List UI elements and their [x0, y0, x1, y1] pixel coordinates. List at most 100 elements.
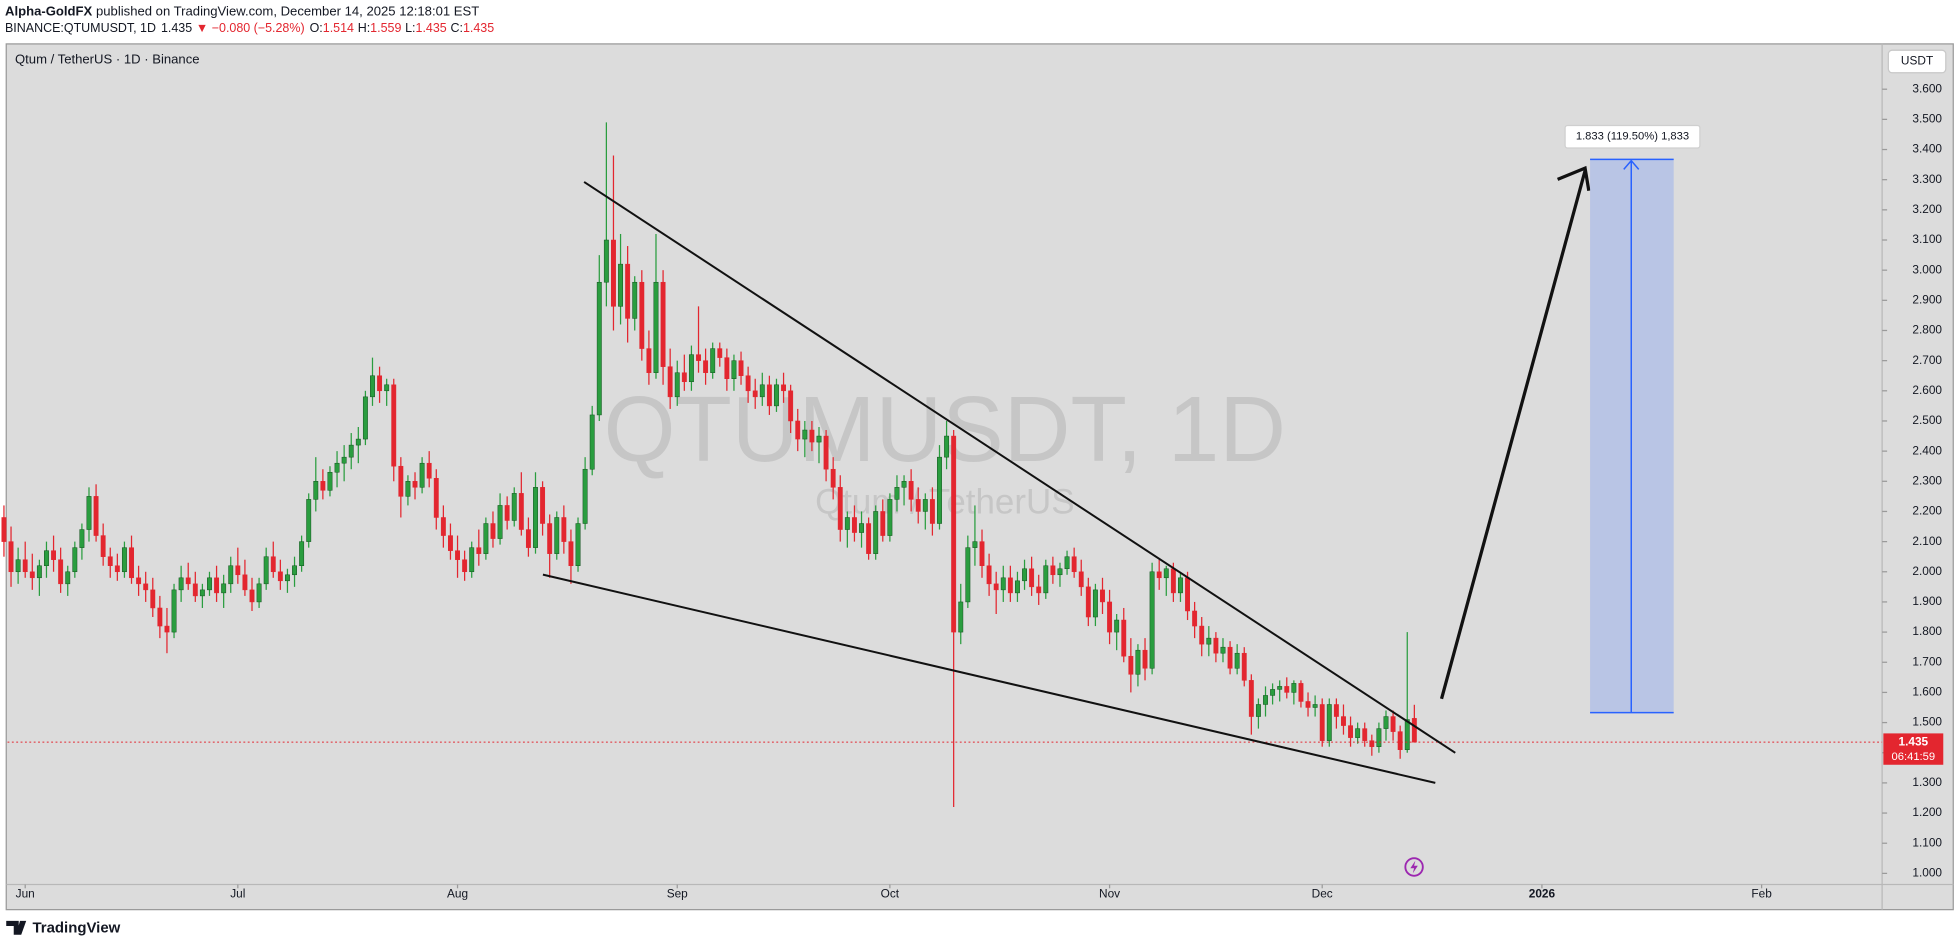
candle-body [873, 511, 879, 554]
candle-body [185, 577, 191, 585]
candle-body [143, 583, 149, 591]
candle-body [129, 547, 134, 579]
candle-body [178, 577, 184, 591]
candle-body [1333, 704, 1339, 717]
y-tick-label: 2.800 [1912, 323, 1942, 337]
candle-body [355, 438, 361, 446]
candle-body [65, 571, 71, 585]
candle-body [525, 529, 531, 548]
candle-body [29, 571, 35, 579]
y-tick-label: 2.400 [1912, 443, 1942, 457]
candle-body [667, 366, 673, 398]
last-price-tag [1883, 733, 1944, 765]
candle-body [958, 601, 964, 633]
candle-body [1, 517, 7, 542]
candle-body [809, 429, 815, 443]
candle-body [1411, 718, 1417, 743]
y-tick-label: 1.200 [1912, 805, 1942, 819]
x-tick-label: Nov [1099, 887, 1120, 901]
y-tick-label: 3.500 [1912, 111, 1942, 125]
candle-body [1085, 586, 1091, 618]
x-tick-label: Jun [16, 887, 35, 901]
l-value: 1.435 [416, 21, 447, 35]
candle-body [703, 360, 709, 373]
candle-body [455, 550, 460, 560]
candle-body [1263, 695, 1268, 705]
candle-body [554, 517, 560, 554]
candle-body [844, 517, 850, 530]
candle-body [476, 547, 482, 554]
candle-body [1114, 619, 1120, 633]
y-tick-label: 1.600 [1912, 685, 1942, 699]
candle-body [1362, 728, 1368, 741]
candle-body [58, 559, 64, 585]
candle-body [86, 496, 92, 530]
candle-body [830, 468, 836, 488]
candle-body [965, 547, 971, 603]
brand: TradingView [32, 919, 120, 936]
candle-body [1128, 655, 1134, 675]
x-tick-label: Sep [667, 887, 688, 901]
candle-body [249, 589, 255, 603]
watermark-sub: Qtum / TetherUS [815, 483, 1074, 522]
header-line-2: BINANCE:QTUMUSDT, 1D 1.435 ▼ −0.080 (−5.28… [5, 21, 494, 35]
candle-body [518, 493, 524, 530]
candle-body [334, 462, 340, 473]
candle-body [299, 541, 305, 566]
candle-body [929, 499, 935, 524]
candle-body [922, 499, 928, 512]
candle-body [362, 396, 368, 440]
candle-body [880, 511, 886, 536]
candle-body [1192, 610, 1198, 627]
candle-body [724, 357, 730, 379]
x-tick-label: Feb [1751, 887, 1772, 901]
candle-body [816, 435, 822, 443]
c-label: C: [450, 21, 462, 35]
candle-body [1092, 589, 1098, 618]
y-tick-label: 3.300 [1912, 172, 1942, 186]
candle-body [951, 435, 957, 633]
logo-mark [6, 920, 27, 935]
candle-body [93, 496, 99, 536]
candle-body [107, 556, 113, 566]
candle-body [263, 556, 269, 585]
candle-body [1277, 686, 1283, 690]
y-tick-label: 2.200 [1912, 504, 1942, 518]
candle-body [490, 523, 496, 539]
currency-button[interactable] [1887, 49, 1947, 74]
candle-body [15, 559, 21, 573]
candle-body [696, 354, 701, 361]
currency-label[interactable]: USDT [1901, 54, 1933, 68]
candle-body [752, 390, 758, 398]
candle-body [639, 281, 645, 349]
candle-body [114, 565, 120, 573]
y-tick-label: 1.800 [1912, 624, 1942, 638]
candle-body [292, 565, 297, 576]
lower-trendline [542, 573, 1436, 784]
candle-body [1376, 728, 1382, 747]
candle-body [22, 559, 28, 573]
candle-body [972, 541, 978, 548]
candle-body [887, 499, 893, 536]
candle-body [937, 456, 942, 524]
candle-body [221, 583, 227, 594]
y-tick-label: 2.000 [1912, 564, 1942, 578]
published: published on TradingView.com, December 1… [96, 4, 479, 19]
candle-body [759, 384, 765, 398]
candle-body [766, 384, 772, 407]
c-value: 1.435 [463, 21, 494, 35]
candle-body [618, 263, 623, 307]
candle-body [582, 468, 588, 524]
candle-body [1291, 683, 1297, 693]
candle-body [327, 471, 333, 491]
candle-body [157, 607, 163, 627]
alert-icon[interactable] [1404, 857, 1424, 877]
candle-body [370, 375, 375, 398]
candle-body [1107, 601, 1113, 633]
alert-bolt[interactable] [1410, 860, 1418, 874]
arrow-head [1556, 165, 1591, 191]
candle-body [1227, 646, 1233, 669]
o-label: O: [310, 21, 323, 35]
x-tick-label: Oct [881, 887, 900, 901]
